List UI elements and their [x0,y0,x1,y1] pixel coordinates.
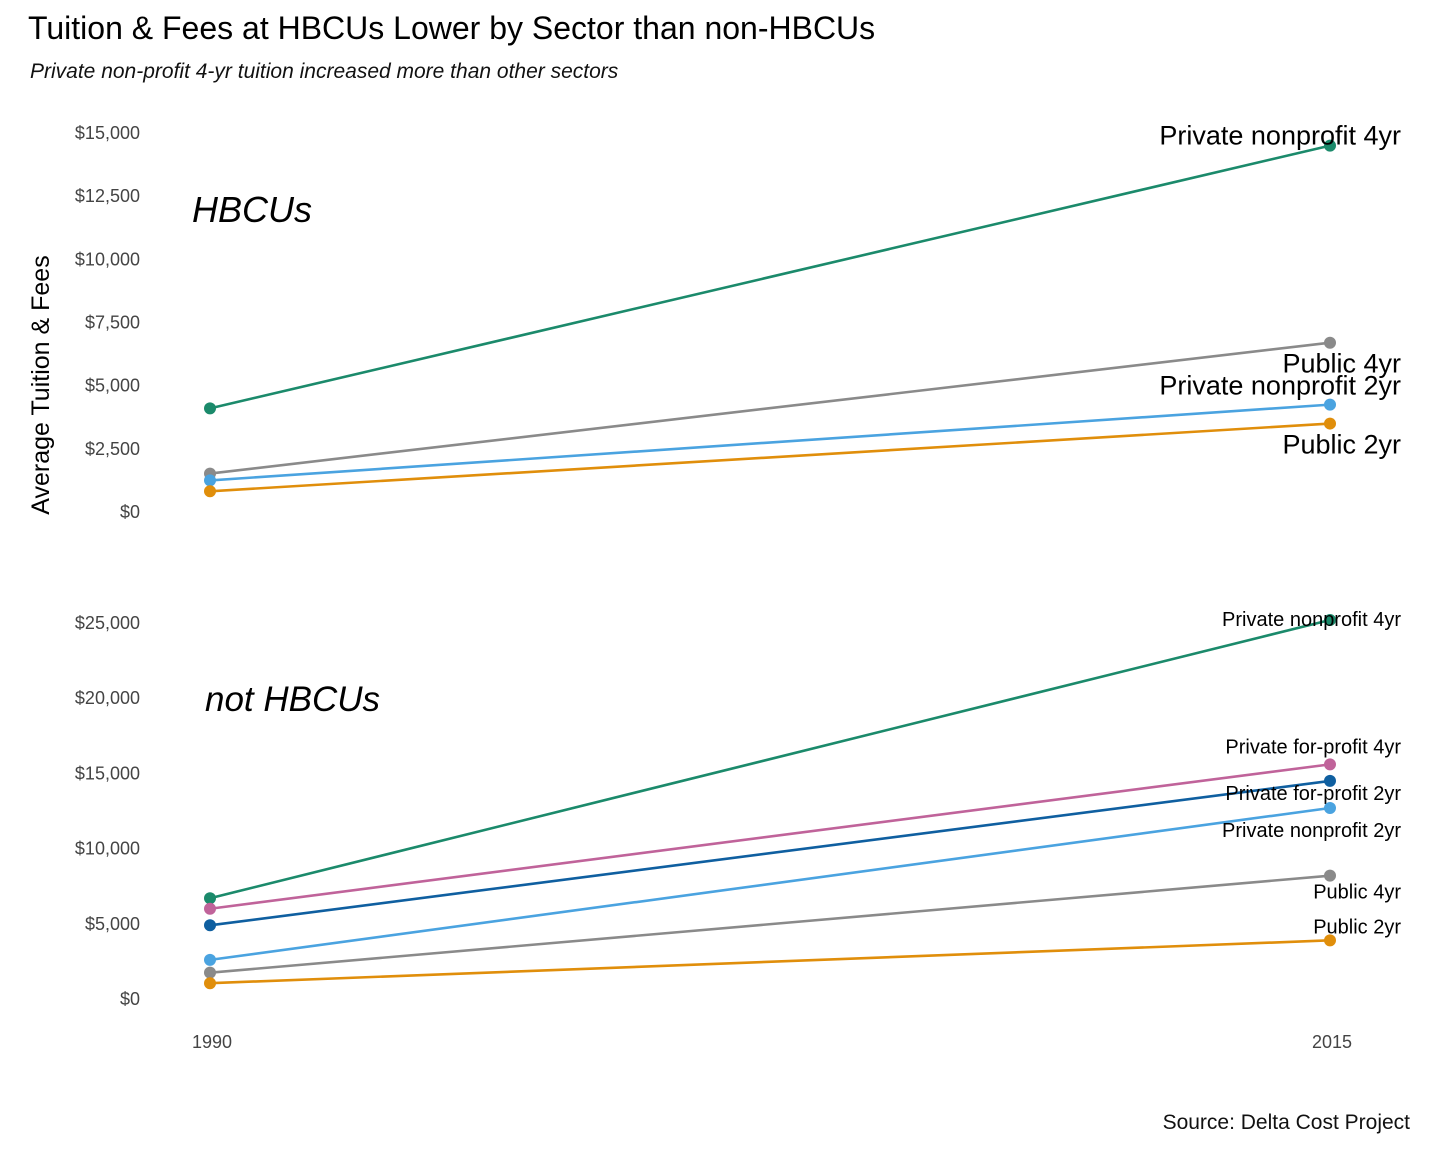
panel-hbcus: $0 $2,500 $5,000 $7,500 $10,000 $12,500 $15,00… [75,121,1401,522]
y-tick-label: $5,000 [85,914,140,934]
data-point-1990 [204,474,216,487]
data-point-1990 [204,966,216,979]
y-tick-label: $5,000 [85,376,140,396]
series-public-4yr: Public 4yr [204,869,1401,979]
series-private-nonprofit-2yr: Private nonprofit 2yr [204,371,1401,487]
series-public-2yr: Public 2yr [204,417,1401,498]
panel-label: HBCUs [192,189,312,230]
data-point-2015 [1324,934,1336,947]
series-line [209,341,1331,475]
series-line [209,144,1331,410]
data-point-1990 [204,977,216,990]
series-public-2yr: Public 2yr [204,916,1401,990]
data-point-2015 [1324,869,1336,882]
data-point-2015 [1324,139,1336,152]
series-private-nonprofit-2yr: Private nonprofit 2yr [204,801,1401,966]
y-tick-label: $10,000 [75,249,140,269]
y-tick-label: $10,000 [75,839,140,859]
series-end-label: Private nonprofit 2yr [1159,371,1401,401]
series-private-for-profit-4yr: Private for-profit 4yr [204,736,1401,915]
series-line [209,806,1331,962]
data-point-1990 [204,902,216,915]
series-end-label: Public 4yr [1282,349,1401,379]
y-axis-label: Average Tuition & Fees [27,255,55,514]
series-line [209,763,1331,911]
data-point-2015 [1324,336,1336,349]
chart-subtitle: Private non-profit 4-yr tuition increase… [30,60,619,83]
data-point-1990 [204,485,216,498]
series-end-label: Public 2yr [1313,916,1401,938]
series-end-label: Private nonprofit 4yr [1159,121,1401,151]
source-caption: Source: Delta Cost Project [1162,1111,1410,1134]
y-tick-label: $20,000 [75,688,140,708]
data-point-2015 [1324,758,1336,771]
x-tick-label: 1990 [192,1032,232,1052]
chart-title: Tuition & Fees at HBCUs Lower by Sector … [28,10,876,46]
series-end-label: Private nonprofit 4yr [1222,609,1401,631]
panel-label: not HBCUs [205,680,380,719]
data-point-2015 [1324,417,1336,430]
series-line [209,422,1331,493]
data-point-1990 [204,402,216,415]
series-end-label: Public 2yr [1282,430,1401,460]
y-tick-label: $0 [120,989,140,1009]
series-end-label: Public 4yr [1313,882,1401,904]
y-tick-label: $2,500 [85,439,140,459]
series-end-label: Private for-profit 2yr [1225,783,1401,805]
series-end-label: Private for-profit 4yr [1225,736,1401,758]
data-point-1990 [204,919,216,932]
y-tick-label: $25,000 [75,613,140,633]
series-public-4yr: Public 4yr [204,336,1401,480]
data-point-1990 [204,892,216,905]
series-private-nonprofit-4yr: Private nonprofit 4yr [204,609,1401,905]
y-tick-label: $15,000 [75,763,140,783]
series-line [209,618,1331,900]
data-point-2015 [1324,613,1336,626]
data-point-2015 [1324,774,1336,787]
y-tick-label: $12,500 [75,186,140,206]
data-point-2015 [1324,801,1336,814]
series-line [209,874,1331,974]
data-point-1990 [204,953,216,966]
series-private-nonprofit-4yr: Private nonprofit 4yr [204,121,1401,415]
series-end-label: Private nonprofit 2yr [1222,820,1401,842]
x-tick-label: 2015 [1312,1032,1352,1052]
y-tick-label: $7,500 [85,313,140,333]
y-tick-label: $0 [120,502,140,522]
chart-canvas: Average Tuition & Fees $0 $2,500 $5,000 $7,… [27,121,1401,1052]
data-point-2015 [1324,398,1336,411]
series-line [209,939,1331,985]
series-line [209,403,1331,482]
y-tick-label: $15,000 [75,123,140,143]
series-line [209,779,1331,927]
panel-not-hbcus: $0 $5,000 $10,000 $15,000 $20,000 $25,000 not … [75,609,1401,1052]
series-private-for-profit-2yr: Private for-profit 2yr [204,774,1401,932]
